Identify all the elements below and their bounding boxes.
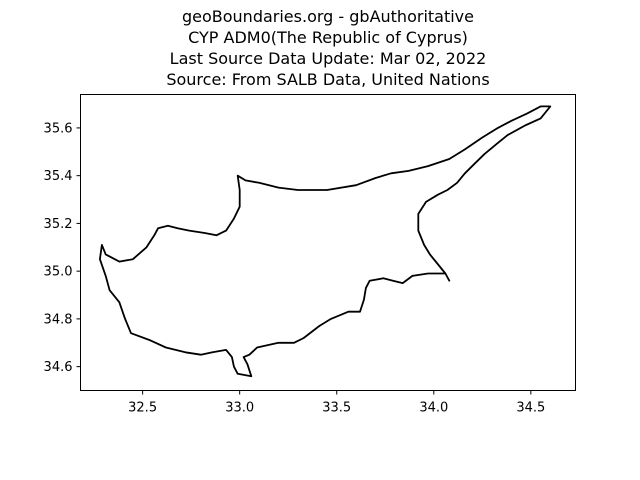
cyprus-boundary	[99, 105, 552, 378]
title-line-4: Source: From SALB Data, United Nations	[166, 70, 490, 89]
y-axis: 34.6 34.8 35.0 35.2 35.4 35.6	[44, 121, 81, 375]
chart-title: geoBoundaries.org - gbAuthoritative CYP …	[0, 6, 640, 90]
x-tick-label: 33.5	[322, 401, 351, 416]
y-tick-label: 35.0	[44, 265, 73, 280]
y-tick-label: 34.6	[44, 360, 73, 375]
x-tick-label: 34.5	[516, 401, 545, 416]
x-tick-label: 33.0	[225, 401, 254, 416]
title-line-2: CYP ADM0(The Republic of Cyprus)	[188, 28, 468, 47]
x-tick-label: 32.5	[128, 401, 157, 416]
plot-frame	[80, 94, 576, 391]
y-tick-label: 34.8	[44, 312, 73, 327]
y-tick-label: 35.4	[44, 169, 73, 184]
x-tick-label: 34.0	[419, 401, 448, 416]
y-tick-label: 35.6	[44, 121, 73, 136]
title-line-3: Last Source Data Update: Mar 02, 2022	[169, 49, 487, 68]
title-line-1: geoBoundaries.org - gbAuthoritative	[181, 7, 474, 26]
y-tick-label: 35.2	[44, 217, 73, 232]
x-axis: 32.5 33.0 33.5 34.0 34.5	[128, 390, 545, 416]
